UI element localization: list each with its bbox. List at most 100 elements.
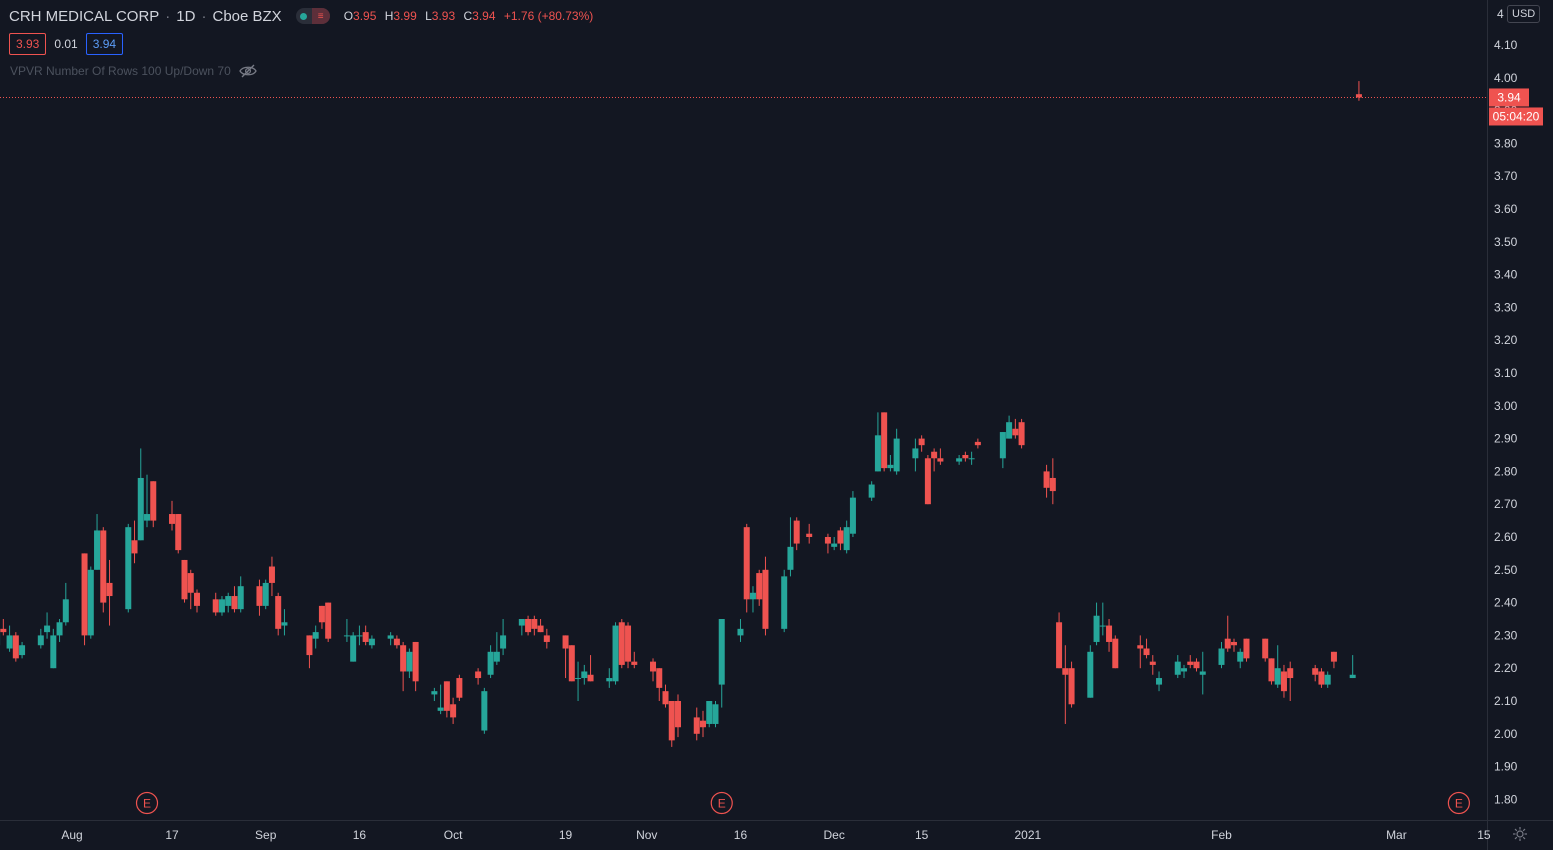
eye-off-icon[interactable] [239, 64, 257, 78]
candle[interactable] [1149, 655, 1156, 675]
candle[interactable] [1280, 664, 1287, 698]
symbol-name[interactable]: CRH MEDICAL CORP [9, 7, 160, 25]
candle[interactable] [618, 619, 625, 669]
interval-label[interactable]: 1D [176, 7, 196, 25]
candle[interactable] [1274, 645, 1281, 688]
candle[interactable] [137, 448, 144, 541]
candle[interactable] [56, 619, 63, 642]
candle[interactable] [974, 438, 981, 449]
candle[interactable] [1187, 655, 1194, 669]
candle[interactable] [450, 697, 457, 724]
candle[interactable] [81, 553, 88, 646]
candle[interactable] [356, 625, 363, 646]
candle[interactable] [6, 625, 13, 652]
candle[interactable] [1262, 638, 1269, 662]
candle[interactable] [456, 674, 463, 701]
candle[interactable] [650, 658, 657, 682]
candle[interactable] [231, 586, 238, 613]
candle[interactable] [318, 605, 325, 629]
candle[interactable] [675, 694, 682, 738]
candle[interactable] [1156, 671, 1163, 692]
candle[interactable] [1106, 619, 1113, 652]
candle[interactable] [218, 596, 225, 616]
candle[interactable] [662, 684, 669, 708]
candle[interactable] [699, 710, 706, 738]
candle[interactable] [37, 628, 44, 649]
candle[interactable] [50, 628, 57, 669]
candle[interactable] [1224, 615, 1231, 652]
candle[interactable] [193, 589, 200, 613]
candle[interactable] [1068, 661, 1075, 708]
candle[interactable] [706, 701, 713, 728]
candle[interactable] [343, 619, 350, 642]
candle[interactable] [481, 687, 488, 734]
candle[interactable] [518, 619, 525, 636]
candle[interactable] [1062, 645, 1069, 724]
candle[interactable] [1018, 418, 1025, 449]
candle[interactable] [743, 523, 750, 613]
candle[interactable] [281, 609, 288, 636]
candle[interactable] [393, 635, 400, 649]
candle[interactable] [749, 586, 756, 613]
candle[interactable] [1006, 415, 1013, 439]
earnings-marker[interactable]: E [1447, 791, 1470, 815]
candle[interactable] [762, 556, 769, 636]
candle[interactable] [1324, 671, 1331, 688]
candle[interactable] [150, 481, 157, 528]
gear-icon[interactable] [1512, 826, 1528, 842]
candle[interactable] [175, 514, 182, 554]
candle[interactable] [406, 648, 413, 679]
earnings-marker[interactable]: E [135, 791, 159, 815]
candle[interactable] [475, 668, 482, 685]
candle[interactable] [131, 520, 138, 564]
candle[interactable] [912, 438, 919, 472]
candle[interactable] [843, 520, 850, 554]
candle[interactable] [962, 451, 969, 462]
candle[interactable] [918, 435, 925, 452]
candle[interactable] [537, 619, 544, 633]
candle[interactable] [581, 664, 588, 685]
candle[interactable] [806, 523, 813, 544]
candle[interactable] [181, 559, 188, 603]
candle[interactable] [44, 612, 51, 639]
candle[interactable] [756, 569, 763, 606]
candle[interactable] [612, 622, 619, 685]
candle[interactable] [831, 537, 838, 551]
candle[interactable] [631, 651, 638, 669]
candle[interactable] [737, 619, 744, 642]
candle[interactable] [1330, 651, 1337, 669]
candle[interactable] [887, 455, 894, 472]
candle[interactable] [1181, 664, 1188, 679]
candle[interactable] [968, 451, 975, 465]
candle[interactable] [937, 448, 944, 465]
candle[interactable] [268, 556, 275, 597]
candle[interactable] [849, 491, 856, 537]
candle[interactable] [712, 701, 719, 728]
vpvr-indicator-label[interactable]: VPVR Number Of Rows 100 Up/Down 70 [10, 64, 231, 78]
candle[interactable] [237, 576, 244, 613]
ask-button[interactable]: 3.94 [85, 33, 124, 55]
candle[interactable] [1237, 648, 1244, 669]
candle[interactable] [1043, 464, 1050, 498]
candle[interactable] [387, 632, 394, 646]
candle[interactable] [500, 619, 507, 656]
candle[interactable] [1243, 638, 1250, 662]
candle[interactable] [212, 592, 219, 616]
candle[interactable] [656, 668, 663, 701]
candle[interactable] [543, 628, 550, 649]
candle[interactable] [1199, 651, 1206, 695]
candle[interactable] [1093, 602, 1100, 646]
candle[interactable] [881, 412, 888, 472]
candle[interactable] [693, 707, 700, 741]
candle[interactable] [256, 579, 263, 616]
candle[interactable] [106, 559, 113, 626]
candle[interactable] [1193, 658, 1200, 672]
candle[interactable] [62, 582, 69, 626]
candle[interactable] [12, 632, 19, 662]
candle[interactable] [625, 622, 632, 669]
candle[interactable] [1099, 602, 1106, 636]
candle[interactable] [1112, 635, 1119, 669]
bid-button[interactable]: 3.93 [9, 33, 47, 55]
candle[interactable] [1137, 635, 1144, 669]
candle[interactable] [368, 635, 375, 649]
